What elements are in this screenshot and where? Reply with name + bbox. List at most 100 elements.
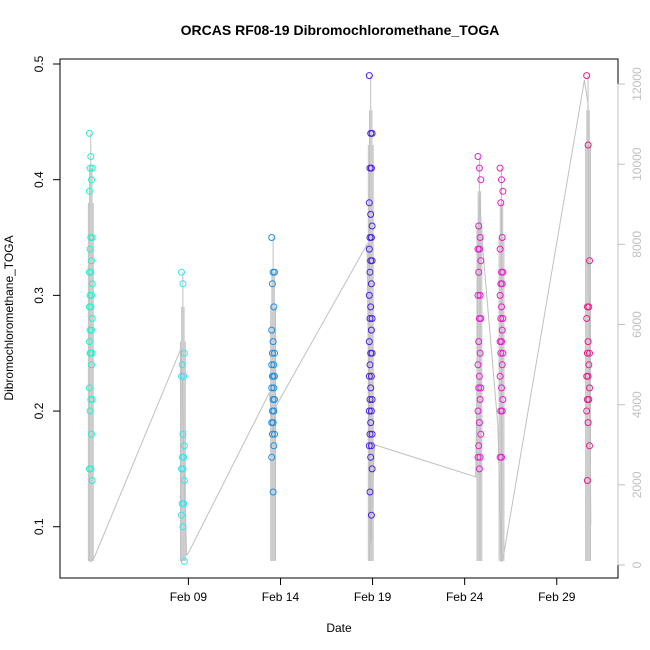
data-point [497,315,505,322]
y2-tick-label: 6000 [630,311,644,338]
data-point [365,199,373,207]
data-point [368,465,376,473]
data-point [368,315,376,322]
data-point [368,257,376,265]
data-point [477,384,485,392]
data-point [270,407,278,415]
x-tick-label: Feb 09 [170,590,208,604]
data-point [180,500,188,508]
data-point [496,164,504,172]
x-axis-label: Date [326,621,352,635]
data-point [88,349,96,357]
data-point [88,477,96,484]
data-point [498,338,505,346]
y-tick-label: 0.1 [32,518,46,535]
chart-title: ORCAS RF08-19 Dibromochloromethane_TOGA [181,22,500,38]
data-point [87,465,95,473]
data-point [583,349,591,357]
data-point [88,234,96,241]
altitude-line [87,79,592,563]
data-point [180,477,188,484]
data-point [365,291,373,299]
data-point [367,372,375,380]
data-point [584,141,592,149]
data-point [368,349,376,357]
y2-tick-label: 12000 [630,67,644,101]
y-axis-left: 0.1 0.2 0.3 0.4 0.5 [32,55,61,535]
data-point [368,129,376,137]
data-point [180,557,188,565]
data-point [477,176,485,184]
data-point [88,280,96,288]
y-tick-label: 0.4 [32,171,46,188]
data-point [366,430,374,438]
data-point [180,453,188,461]
data-point [367,234,375,241]
data-point [269,488,277,496]
data-point [271,396,278,403]
data-point [583,315,591,322]
data-point [88,430,95,438]
data-point [496,291,504,299]
data-point [367,326,375,334]
altitude-track-layer [87,75,592,563]
data-point [497,349,505,357]
x-tick-label: Feb 19 [354,590,392,604]
data-point [179,465,187,473]
data-point [367,280,375,288]
x-tick-label: Feb 14 [262,590,300,604]
data-point [270,361,278,369]
data-point [180,372,188,380]
data-point [178,268,185,276]
data-point [366,315,374,322]
data-point [365,72,373,80]
data-point [178,372,185,380]
data-point [88,291,95,299]
data-point [583,72,591,80]
data-point [475,384,483,392]
data-point [498,407,506,415]
data-point [498,453,505,461]
data-point [496,245,504,253]
data-point [474,291,482,299]
data-point [368,430,376,438]
data-point [85,338,93,346]
data-point [367,164,375,172]
data-point [180,349,188,357]
data-point [496,372,504,380]
data-point [585,361,593,369]
data-point [88,361,95,369]
data-point [365,245,373,253]
data-point [583,477,591,484]
data-point [499,349,507,357]
data-point [268,361,276,369]
data-point [86,407,94,415]
data-point [179,280,187,288]
data-point [475,164,483,172]
plot-frame [59,58,619,579]
data-point [474,361,482,369]
data-point [585,396,593,403]
data-point [271,349,278,357]
data-point [88,176,95,184]
data-point [586,257,593,265]
data-point [474,153,482,160]
data-point [474,407,482,415]
data-point [367,453,375,461]
data-point [87,153,95,160]
data-point [179,523,187,531]
data-point [269,338,277,346]
data-point [498,234,506,241]
data-point [366,361,374,369]
data-point [86,164,94,172]
data-point [268,349,276,357]
data-point [498,361,506,369]
data-point [586,349,593,357]
data-point [268,326,276,334]
data-point [499,315,507,322]
data-point [497,199,505,207]
data-point [476,396,484,403]
data-point [268,234,276,241]
y2-tick-label: 4000 [630,391,644,418]
data-point [87,268,95,276]
